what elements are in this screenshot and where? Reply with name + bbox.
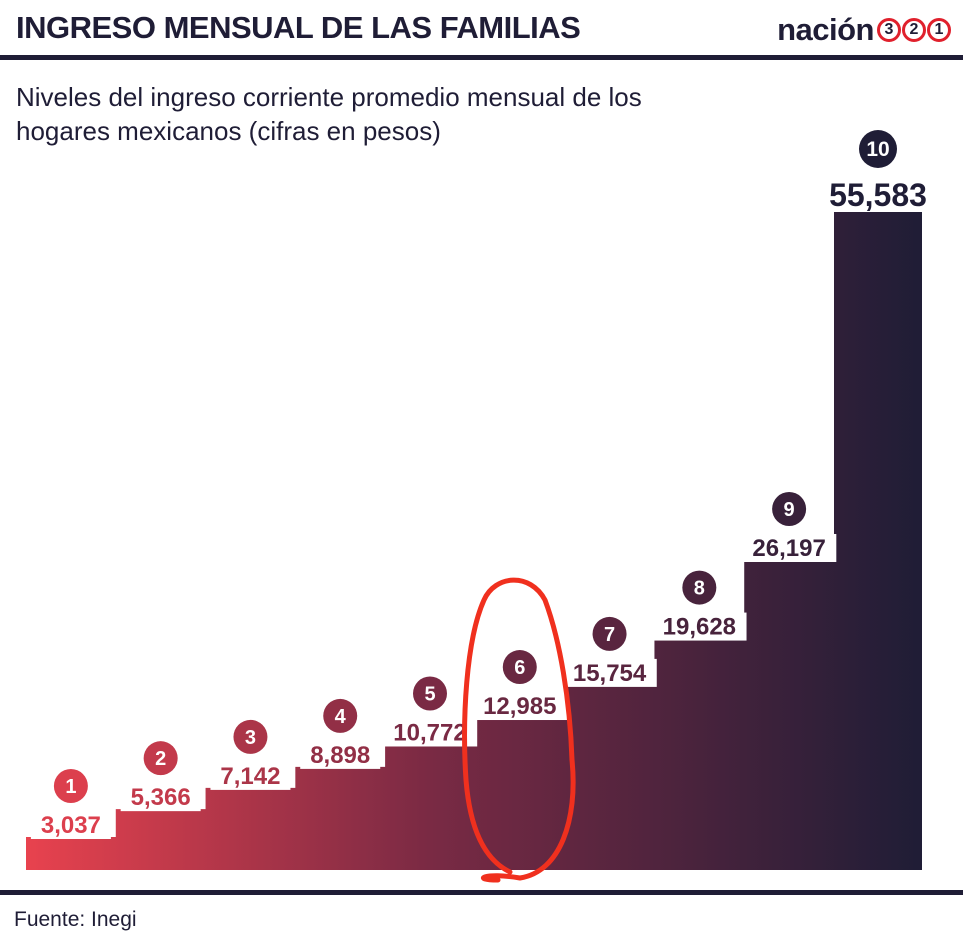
footer-divider	[0, 890, 963, 895]
decile-badge-8	[682, 570, 717, 605]
header-divider	[0, 55, 963, 60]
value-label-bg-5	[382, 718, 478, 747]
decile-number-2: 2	[155, 748, 166, 770]
brand-logo: nación 3 2 1	[777, 12, 951, 48]
value-label-bg-6	[472, 692, 567, 721]
decile-badge-9	[772, 492, 807, 526]
bar-decile-10	[834, 210, 922, 870]
value-label-9: 26,197	[752, 535, 825, 562]
staircase-area	[26, 210, 922, 870]
decile-badge-10	[859, 130, 897, 168]
decile-number-10: 10	[866, 138, 889, 161]
value-label-bg-7	[562, 658, 657, 687]
value-label-7: 15,754	[573, 660, 647, 687]
decile-badge-4	[323, 698, 358, 733]
value-label-bg-10	[816, 176, 940, 212]
decile-number-8: 8	[694, 578, 705, 600]
value-label-10: 55,583	[829, 177, 927, 213]
value-label-8: 19,628	[663, 614, 736, 641]
decile-badge-5	[413, 676, 447, 711]
decile-number-3: 3	[245, 727, 256, 749]
value-label-bg-2	[120, 783, 201, 812]
decile-badge-3	[233, 719, 268, 754]
value-label-bg-9	[741, 534, 837, 562]
value-label-bg-3	[210, 761, 291, 790]
logo-digit-2: 2	[902, 18, 926, 42]
chart-subtitle: Niveles del ingreso corriente promedio m…	[16, 82, 642, 146]
source-note: Fuente: Inegi	[14, 908, 137, 931]
bar-decile-9	[744, 560, 834, 870]
bar-decile-5	[385, 744, 475, 870]
logo-digit-3: 3	[877, 18, 901, 42]
decile-number-7: 7	[604, 624, 615, 646]
highlight-circle-annotation	[462, 577, 576, 883]
decile-number-9: 9	[784, 499, 795, 521]
value-label-2: 5,366	[131, 784, 191, 811]
value-label-3: 7,142	[220, 763, 280, 790]
logo-digit-1: 1	[927, 18, 951, 42]
decile-number-4: 4	[335, 706, 347, 728]
bar-decile-6	[475, 718, 565, 870]
chart-title: INGRESO MENSUAL DE LAS FAMILIAS	[16, 10, 581, 45]
value-label-1: 3,037	[41, 812, 101, 839]
decile-number-1: 1	[65, 776, 76, 798]
logo-word: nación	[777, 12, 874, 47]
value-label-bg-8	[652, 612, 747, 641]
value-label-5: 10,772	[393, 719, 466, 746]
decile-number-6: 6	[514, 657, 525, 679]
bar-decile-7	[565, 685, 655, 870]
bar-decile-2	[116, 809, 206, 870]
value-label-4: 8,898	[310, 742, 370, 769]
bar-decile-3	[206, 788, 296, 870]
decile-badge-2	[143, 741, 178, 776]
value-label-bg-4	[300, 740, 381, 769]
decile-number-5: 5	[424, 683, 435, 705]
decile-badge-7	[592, 616, 627, 651]
decile-badge-1	[53, 769, 88, 803]
decile-badge-6	[502, 650, 537, 685]
value-label-bg-1	[30, 811, 111, 839]
bar-decile-4	[295, 767, 385, 870]
bar-decile-8	[654, 639, 744, 870]
value-label-6: 12,985	[483, 693, 556, 720]
bar-decile-1	[26, 837, 116, 870]
